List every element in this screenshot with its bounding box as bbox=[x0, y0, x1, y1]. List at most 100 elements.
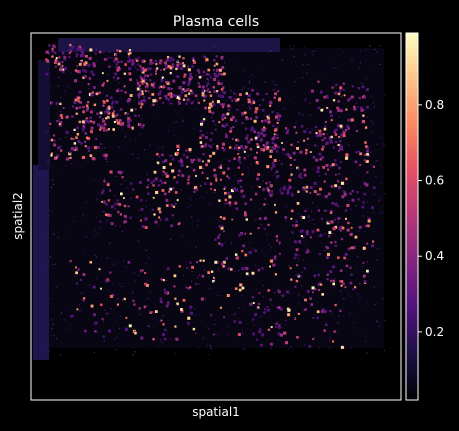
spot bbox=[160, 69, 162, 71]
spot bbox=[283, 235, 285, 237]
spot bbox=[324, 120, 327, 124]
spot bbox=[121, 286, 123, 288]
spot bbox=[303, 139, 306, 142]
spot bbox=[381, 49, 383, 51]
spot bbox=[204, 91, 206, 93]
spot bbox=[302, 236, 305, 239]
spot bbox=[105, 202, 108, 206]
spot bbox=[267, 223, 270, 226]
colorbar: 0.20.40.60.8 bbox=[405, 32, 444, 401]
spot bbox=[171, 169, 175, 173]
spot bbox=[235, 144, 238, 147]
spot bbox=[345, 217, 347, 220]
spot bbox=[54, 263, 56, 265]
spot bbox=[209, 138, 213, 142]
spot bbox=[187, 80, 191, 84]
spot bbox=[271, 146, 274, 149]
spot bbox=[84, 132, 87, 135]
spot bbox=[217, 294, 219, 296]
spot bbox=[203, 145, 207, 148]
spot bbox=[166, 330, 169, 332]
spot bbox=[70, 207, 72, 209]
spot bbox=[233, 92, 236, 95]
spot bbox=[145, 283, 149, 287]
spot bbox=[249, 302, 253, 306]
spot bbox=[272, 193, 274, 195]
spot bbox=[194, 314, 196, 316]
spot bbox=[366, 352, 368, 354]
spot bbox=[188, 88, 190, 90]
spot bbox=[127, 120, 131, 124]
spot bbox=[56, 119, 59, 123]
spot bbox=[336, 331, 338, 333]
spot bbox=[159, 297, 163, 301]
spot bbox=[366, 260, 368, 263]
spot bbox=[230, 287, 232, 289]
spot bbox=[303, 230, 305, 232]
spot bbox=[306, 249, 310, 253]
spot bbox=[117, 203, 119, 205]
spot bbox=[182, 98, 186, 101]
spot bbox=[229, 106, 232, 108]
spot bbox=[113, 110, 115, 113]
spot bbox=[144, 149, 146, 151]
spot bbox=[247, 170, 250, 172]
spot bbox=[241, 111, 244, 114]
spot bbox=[256, 134, 260, 138]
spot bbox=[85, 54, 88, 58]
spot bbox=[371, 95, 373, 97]
spot bbox=[269, 155, 272, 158]
spot bbox=[182, 88, 185, 91]
spot bbox=[70, 71, 72, 73]
spot bbox=[260, 247, 262, 249]
spot bbox=[138, 96, 140, 99]
spot bbox=[83, 62, 87, 66]
spot bbox=[272, 89, 274, 91]
spot bbox=[212, 120, 215, 123]
spot bbox=[139, 90, 142, 93]
spot bbox=[340, 280, 344, 283]
spot bbox=[186, 66, 189, 69]
spot bbox=[111, 114, 115, 118]
spot bbox=[86, 136, 91, 141]
spot bbox=[226, 137, 229, 139]
spot bbox=[116, 199, 119, 202]
spot bbox=[266, 187, 269, 190]
spot bbox=[156, 163, 158, 165]
spot bbox=[222, 86, 225, 89]
spot bbox=[129, 55, 131, 57]
spot bbox=[295, 242, 297, 244]
spot bbox=[93, 103, 97, 106]
spot bbox=[213, 278, 216, 281]
spot bbox=[260, 148, 264, 151]
spot bbox=[305, 98, 307, 100]
spot bbox=[165, 96, 168, 100]
spot bbox=[215, 179, 218, 182]
spot bbox=[301, 77, 304, 79]
spot bbox=[355, 318, 357, 320]
spot bbox=[230, 268, 233, 271]
spot bbox=[189, 166, 192, 168]
spot bbox=[109, 294, 114, 298]
spot bbox=[225, 114, 227, 116]
spot bbox=[90, 110, 93, 114]
spot bbox=[86, 201, 88, 203]
spot bbox=[105, 94, 108, 97]
spot bbox=[373, 211, 375, 214]
spot bbox=[309, 151, 312, 153]
spot bbox=[188, 92, 191, 95]
spot bbox=[250, 102, 254, 105]
spot bbox=[229, 118, 233, 121]
spot bbox=[341, 126, 344, 129]
spot bbox=[234, 69, 236, 72]
spot bbox=[85, 104, 89, 107]
spot bbox=[371, 244, 374, 248]
spot bbox=[203, 95, 206, 99]
spot bbox=[221, 66, 225, 69]
spot bbox=[144, 282, 147, 286]
spot bbox=[188, 148, 192, 151]
spot bbox=[289, 45, 291, 47]
spot bbox=[294, 253, 298, 257]
spot bbox=[136, 59, 139, 62]
spot bbox=[315, 121, 317, 123]
